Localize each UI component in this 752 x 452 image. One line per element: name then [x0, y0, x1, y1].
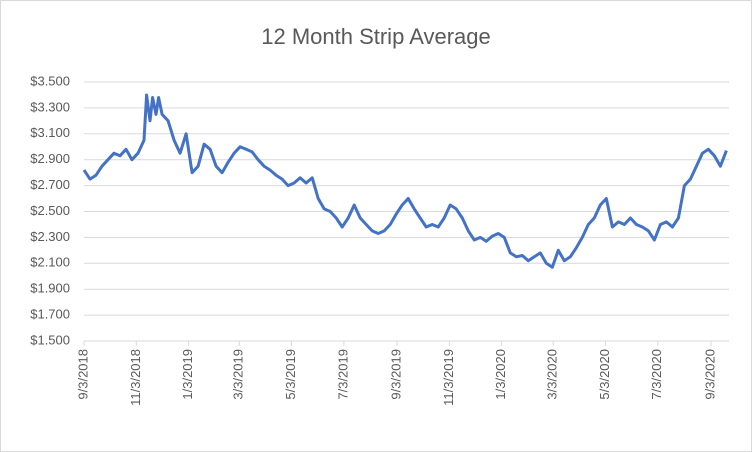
x-tick-label: 1/3/2019	[180, 349, 195, 400]
y-tick-label: $1.500	[30, 332, 70, 347]
x-tick-label: 9/3/2018	[75, 349, 90, 400]
data-line	[82, 93, 728, 269]
chart-title: 12 Month Strip Average	[261, 24, 491, 49]
x-tick-label: 7/3/2019	[335, 349, 350, 400]
x-tick-label: 3/3/2020	[545, 349, 560, 400]
x-tick-label: 3/3/2019	[231, 349, 246, 400]
y-tick-label: $2.900	[30, 151, 70, 166]
y-tick-label: $3.300	[30, 99, 70, 114]
x-tick-label: 5/3/2020	[597, 349, 612, 400]
y-tick-label: $2.500	[30, 203, 70, 218]
y-tick-label: $3.100	[30, 125, 70, 140]
y-tick-label: $2.100	[30, 255, 70, 270]
x-tick-label: 1/3/2020	[493, 349, 508, 400]
y-tick-label: $3.500	[30, 73, 70, 88]
x-tick-label: 11/3/2018	[128, 349, 143, 406]
x-tick-label: 11/3/2019	[441, 349, 456, 406]
y-tick-label: $2.700	[30, 177, 70, 192]
y-tick-label: $2.300	[30, 229, 70, 244]
x-tick-label: 7/3/2020	[649, 349, 664, 400]
x-tick-label: 5/3/2019	[283, 349, 298, 400]
y-tick-label: $1.700	[30, 307, 70, 322]
x-tick-label: 9/3/2020	[702, 349, 717, 400]
y-tick-label: $1.900	[30, 281, 70, 296]
x-tick-label: 9/3/2019	[389, 349, 404, 400]
